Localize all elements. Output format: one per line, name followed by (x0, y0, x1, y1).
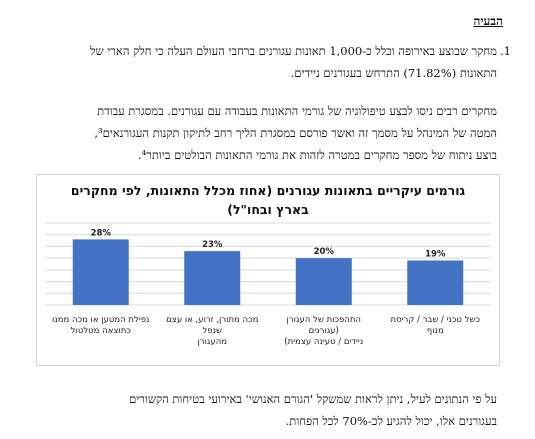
bar-1 (72, 239, 129, 305)
category-label-line: התהפכות של העגורן (עגורנים (286, 315, 361, 336)
category-label-1: נפילת המטען או מכה ממנו כתוצאה מטלטול (49, 315, 153, 337)
section-heading: הבעיה (473, 14, 503, 28)
list-number: 1. (500, 44, 511, 58)
paragraph-3-line-1: על פי הנתונים לעיל, ניתן לראות שמשקל 'הג… (129, 392, 497, 406)
paragraph-2-line-3: בוצע ניתוח של מספר מחקרים במטרה לזהות את… (137, 148, 497, 162)
chart-title-line-2: בארץ ובחו"ל) (227, 202, 309, 217)
category-label-3: התהפכות של העגורן (עגורנים ניידים / טעינה… (272, 315, 376, 348)
category-label-2: מכה מתורן, זרוע, או עצם שנפל מהעגורן (160, 315, 264, 348)
paragraph-2-line-1: מחקרים רבים ניסו לבצע טיפולוגיה של גורמי… (97, 104, 497, 118)
paragraph-2: מחקרים רבים ניסו לבצע טיפולוגיה של גורמי… (60, 100, 497, 166)
bar-value-label-1: 28% (91, 228, 112, 238)
bar-value-label-4: 19% (425, 249, 446, 259)
bar-value-label-2: 23% (202, 240, 223, 250)
bar-value-label-3: 20% (314, 247, 335, 257)
category-label-line: מהעגורן (197, 337, 228, 347)
bar-3 (295, 258, 352, 305)
category-label-4: כשל טכני / שבר / קריסת מנוף (383, 315, 487, 337)
category-label-line: נפילת המטען או מכה ממנו (52, 315, 150, 325)
paragraph-1: 1. מחקר שבוצע באירופה וכלל כ-1,000 תאונו… (60, 40, 511, 84)
bar-4 (407, 260, 464, 305)
category-label-line: כשל טכני / שבר / קריסת מנוף (390, 315, 480, 336)
paragraph-3-line-2: בעגורנים אלו, יכול להגיע לכ-70% לכל הפחו… (285, 414, 497, 428)
chart-title: גורמים עיקריים בתאונות עגורנים (אחוז מכל… (37, 181, 499, 219)
chart-title-line-1: גורמים עיקריים בתאונות עגורנים (אחוז מכל… (70, 183, 466, 198)
chart-plot-area: 28% 23% 20% 19% (45, 222, 491, 306)
category-label-line: מכה מתורן, זרוע, או עצם שנפל (166, 315, 259, 336)
paragraph-3: על פי הנתונים לעיל, ניתן לראות שמשקל 'הג… (60, 388, 497, 432)
paragraph-1-line-2: התאונות (71.82%) התרחש בעגורנים ניידים. (290, 66, 497, 80)
paragraph-2-line-2: המטה של המינהל על מסמך זה ואשר פורסם במס… (94, 126, 497, 140)
category-label-line: כתוצאה מטלטול (70, 326, 131, 336)
paragraph-1-line-1: מחקר שבוצע באירופה וכלל כ-1,000 תאונות ע… (90, 44, 497, 58)
category-label-line: ניידים / טעינה עצמית) (284, 337, 364, 347)
bar-2 (184, 251, 241, 305)
bar-chart: גורמים עיקריים בתאונות עגורנים (אחוז מכל… (36, 174, 500, 366)
